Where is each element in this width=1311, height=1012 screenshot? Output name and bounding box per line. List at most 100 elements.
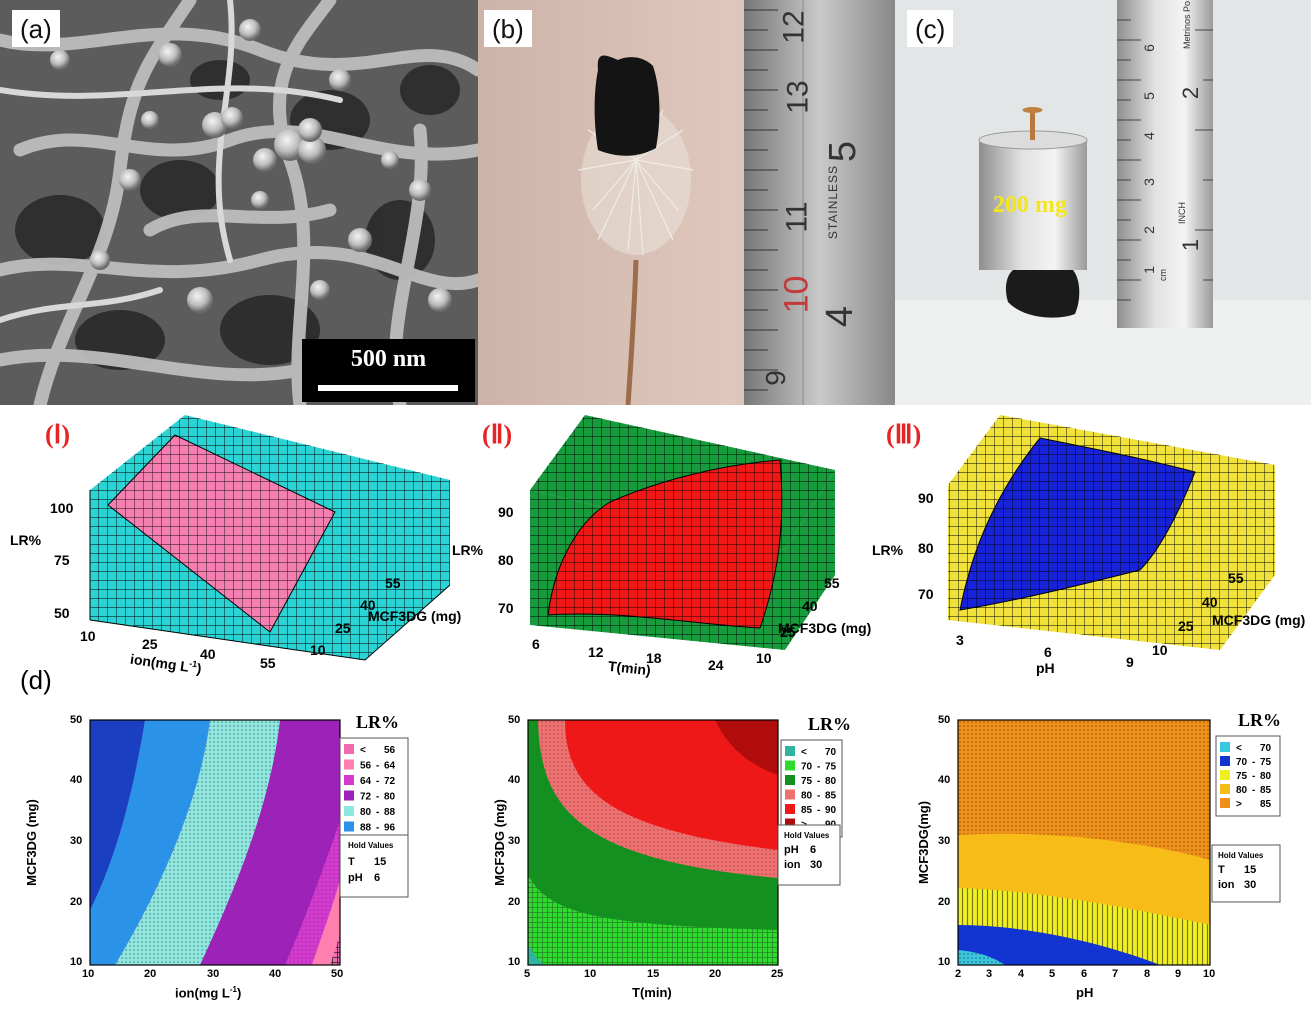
legend-range-end: 70 (1260, 743, 1272, 754)
legend-range-end: 90 (825, 805, 837, 816)
legend-range-end: 80 (825, 776, 837, 787)
x-axis-label: T(min) (632, 985, 672, 1000)
legend-range-end: 85 (825, 791, 837, 802)
legend-range-start: 56 (360, 761, 372, 772)
legend-range-end: 72 (384, 776, 396, 787)
hold-name: ion (784, 859, 801, 871)
legend-swatch (1220, 770, 1230, 780)
y-tick: 40 (938, 774, 951, 786)
y-tick: 55 (824, 575, 840, 591)
sem-image (0, 0, 485, 412)
legend-range-end: 75 (1260, 757, 1272, 768)
legend-range-dash: - (817, 791, 820, 802)
legend-range-dash: - (376, 792, 379, 803)
legend-range-start: < (360, 745, 366, 756)
legend-range-end: 64 (384, 761, 396, 772)
legend-range-start: 75 (1236, 771, 1248, 782)
y-tick: 10 (70, 956, 83, 968)
contour-regions (89, 719, 341, 966)
y-tick: 10 (938, 956, 951, 968)
y-axis-label: MCF3DG (mg) (23, 799, 39, 886)
contour-plot: <70 70-75 75-80 80-85 >85 LR% MCF3DG(mg) 50 … (890, 700, 1311, 1007)
z-tick: 80 (918, 540, 934, 556)
legend-range-end: 75 (825, 762, 837, 773)
x-tick: 20 (144, 968, 157, 980)
x-tick: 9 (1175, 968, 1182, 980)
x-tick: 30 (207, 968, 220, 980)
surface-plot-label: (Ⅰ) (45, 420, 70, 449)
x-tick: 10 (82, 968, 95, 980)
legend-swatch (344, 759, 354, 770)
y-tick: 25 (1178, 618, 1194, 634)
x-tick: 18 (646, 650, 662, 666)
x-tick: 12 (588, 644, 604, 660)
panel-c-label: (c) (907, 10, 954, 47)
x-axis-label-sup: -1 (229, 985, 238, 994)
x-tick: 20 (709, 968, 722, 980)
y-tick: 30 (938, 835, 951, 847)
hold-values-box (339, 834, 409, 898)
legend-range-end: 70 (825, 747, 837, 758)
ruler-in: 2 (1178, 86, 1204, 100)
hold-name: pH (784, 844, 799, 856)
hold-value: 6 (374, 872, 381, 884)
panel-d-label: (d) (20, 665, 52, 695)
legend-range-end: 88 (384, 807, 396, 818)
legend-swatch (785, 818, 795, 829)
x-tick: 10 (584, 968, 597, 980)
legend-swatch (785, 775, 795, 785)
z-axis-label: LR% (10, 532, 42, 548)
legend-range-end: 85 (1260, 799, 1272, 810)
legend-range-end: 85 (1260, 785, 1272, 796)
y-tick: 40 (70, 774, 83, 786)
y-tick: 30 (70, 835, 83, 847)
z-tick: 70 (918, 586, 934, 602)
x-axis-label: pH (1076, 985, 1093, 1000)
z-tick: 90 (498, 504, 514, 520)
x-tick: 3 (956, 632, 964, 648)
y-tick: 10 (508, 956, 521, 968)
y-axis-label: MCF3DG (mg) (368, 608, 462, 624)
y-tick: 20 (70, 896, 83, 908)
legend-range-start: 80 (360, 807, 372, 818)
ruler-text: cm (1158, 269, 1168, 281)
z-axis-label: LR% (872, 542, 904, 558)
ruler-cm: 3 (1140, 178, 1157, 186)
y-tick: 40 (1202, 594, 1218, 610)
legend-swatch (1220, 742, 1230, 752)
x-tick: 2 (955, 968, 962, 980)
surface-plot: (Ⅲ) LR% 90 80 70 3 6 9 pH 55 40 25 10 MC… (860, 410, 1311, 680)
surface-plot: (Ⅰ) LR% 100 75 50 10 25 40 55 ion(mg L-1… (0, 410, 470, 680)
legend-range-start: < (1236, 743, 1242, 754)
legend-swatch (785, 804, 795, 814)
x-axis-label: ion(mg L-1) (175, 985, 241, 1000)
x-tick: 5 (1049, 968, 1056, 980)
x-tick: 6 (1044, 644, 1052, 660)
ruler-number: 13 (781, 80, 815, 114)
legend-range-end: 56 (384, 745, 396, 756)
y-tick: 10 (1152, 642, 1168, 658)
x-tick: 8 (1144, 968, 1151, 980)
legend-range-start: 70 (801, 762, 813, 773)
z-axis-label: LR% (452, 542, 484, 558)
legend-range-start: < (801, 747, 807, 758)
legend-range-dash: - (376, 823, 379, 834)
legend-range-start: 64 (360, 776, 372, 787)
x-axis-label: pH (1036, 660, 1055, 676)
panel-b-label: (b) (484, 10, 532, 47)
hold-title: Hold Values (1218, 851, 1264, 860)
x-tick: 55 (260, 655, 276, 671)
legend-range-dash: - (1252, 757, 1255, 768)
panel-a: (a) 500 nm (0, 0, 485, 412)
legend-range-start: > (1236, 799, 1242, 810)
z-tick: 90 (918, 490, 934, 506)
legend-swatch (1220, 784, 1230, 794)
ruler-cm: 4 (819, 305, 862, 328)
legend-range-dash: - (376, 807, 379, 818)
legend-swatch (344, 790, 354, 801)
legend-swatch (344, 775, 354, 785)
